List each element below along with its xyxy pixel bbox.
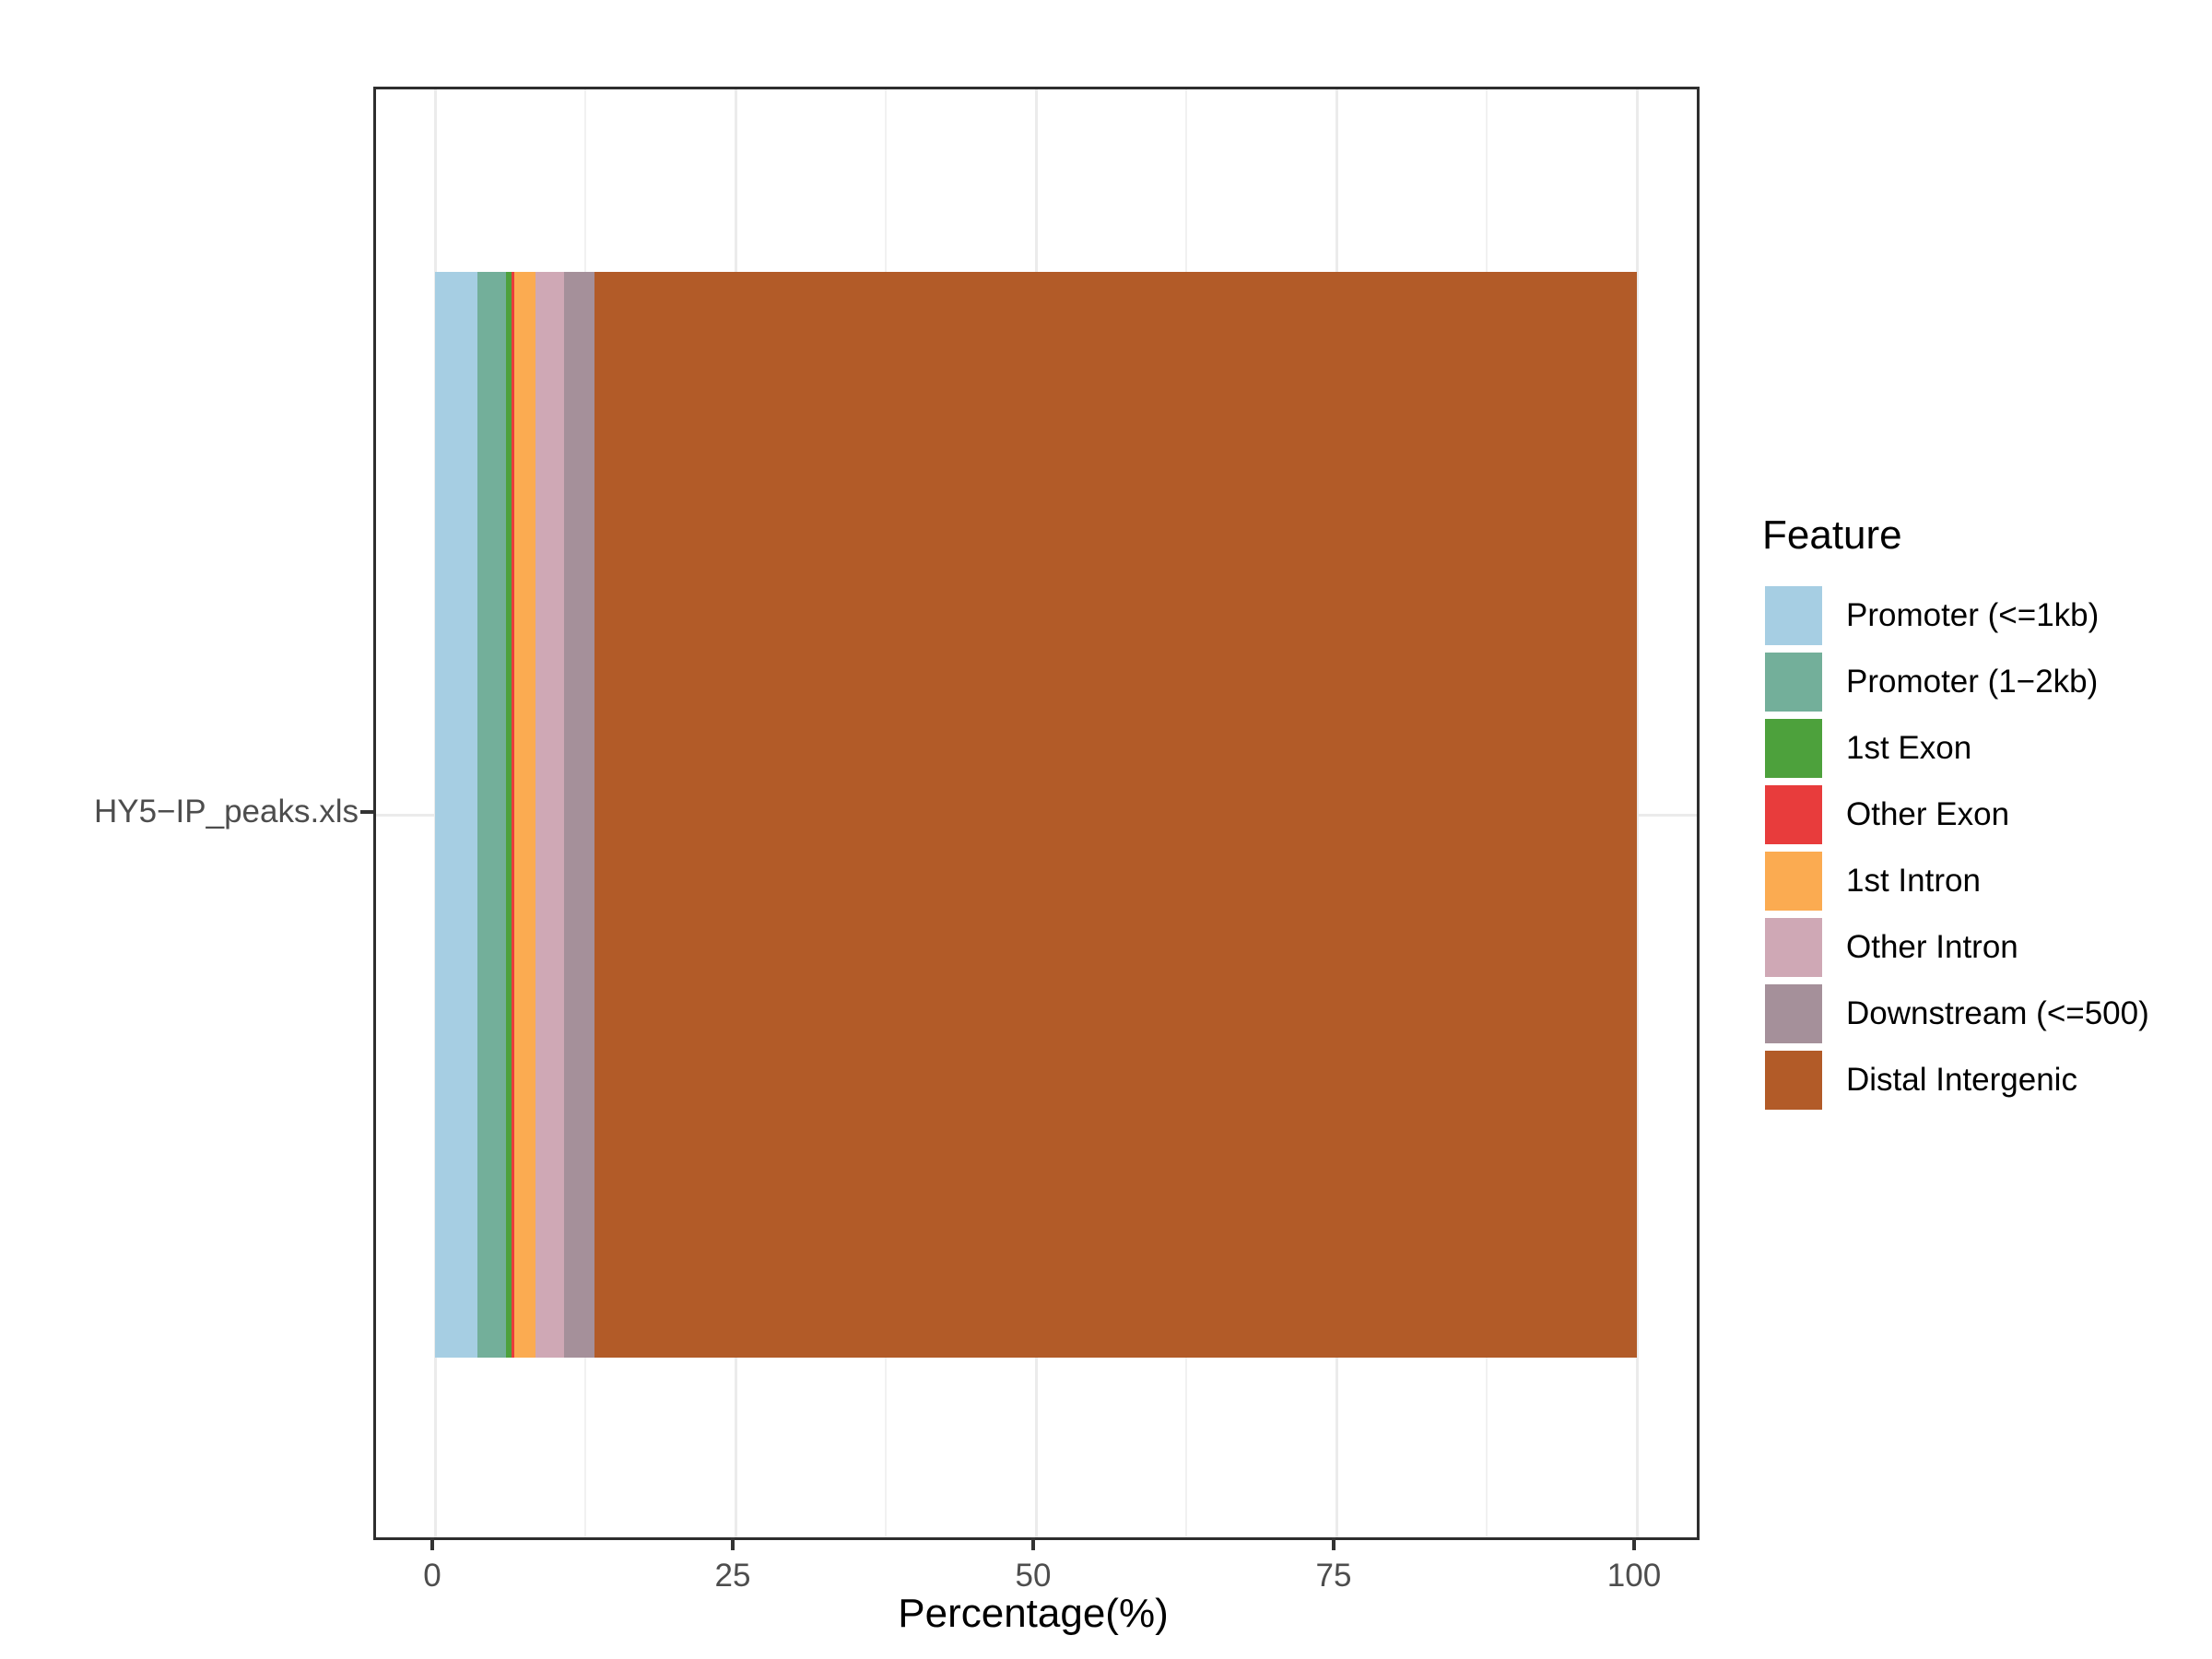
- legend-label: 1st Exon: [1846, 730, 1972, 766]
- x-tick-label: 0: [423, 1558, 441, 1594]
- x-tick-label: 75: [1315, 1558, 1352, 1594]
- stacked-bar: [435, 272, 1637, 1358]
- legend-item: Downstream (<=500): [1765, 981, 2149, 1047]
- x-tick-label: 25: [714, 1558, 751, 1594]
- x-tick-label: 50: [1015, 1558, 1052, 1594]
- legend-item: 1st Exon: [1765, 715, 2149, 782]
- legend-items: Promoter (<=1kb) Promoter (1−2kb) 1st Exon…: [1765, 582, 2149, 1113]
- legend-swatch: [1765, 785, 1822, 844]
- legend-swatch: [1765, 586, 1822, 645]
- legend-label: Other Intron: [1846, 929, 2018, 965]
- legend-item: Distal Intergenic: [1765, 1047, 2149, 1113]
- legend-swatch: [1765, 1051, 1822, 1110]
- bar-segment: [564, 272, 595, 1358]
- legend-label: Promoter (1−2kb): [1846, 664, 2099, 700]
- legend: Feature Promoter (<=1kb) Promoter (1−2kb)…: [1761, 512, 2149, 1113]
- bar-segment: [535, 272, 565, 1358]
- x-tick-mark: [731, 1537, 735, 1550]
- legend-label: Other Exon: [1846, 796, 2010, 832]
- bar-segment: [594, 272, 1637, 1358]
- legend-item: 1st Intron: [1765, 848, 2149, 914]
- bar-segment: [514, 272, 535, 1358]
- legend-item: Other Intron: [1765, 914, 2149, 981]
- plot-panel: [373, 87, 1700, 1540]
- legend-label: 1st Intron: [1846, 863, 1981, 899]
- legend-swatch: [1765, 984, 1822, 1043]
- legend-swatch: [1765, 852, 1822, 911]
- y-axis-category-label: HY5−IP_peaks.xls: [94, 794, 359, 830]
- legend-swatch: [1765, 719, 1822, 778]
- legend-item: Other Exon: [1765, 782, 2149, 848]
- x-axis-title: Percentage(%): [898, 1591, 1169, 1636]
- legend-label: Promoter (<=1kb): [1846, 597, 2100, 633]
- x-tick-mark: [430, 1537, 434, 1550]
- legend-swatch: [1765, 653, 1822, 712]
- legend-item: Promoter (<=1kb): [1765, 582, 2149, 649]
- legend-label: Distal Intergenic: [1846, 1062, 2077, 1098]
- bar-segment: [435, 272, 477, 1358]
- legend-swatch: [1765, 918, 1822, 977]
- x-tick-mark: [1332, 1537, 1335, 1550]
- bar-segment: [505, 272, 512, 1358]
- bar-segment: [477, 272, 506, 1358]
- legend-item: Promoter (1−2kb): [1765, 649, 2149, 715]
- legend-label: Downstream (<=500): [1846, 995, 2149, 1031]
- x-tick-mark: [1031, 1537, 1035, 1550]
- x-tick-label: 100: [1606, 1558, 1662, 1594]
- y-tick-mark: [360, 810, 373, 814]
- bar-segment: [512, 272, 515, 1358]
- legend-title: Feature: [1762, 512, 1902, 558]
- x-tick-mark: [1632, 1537, 1636, 1550]
